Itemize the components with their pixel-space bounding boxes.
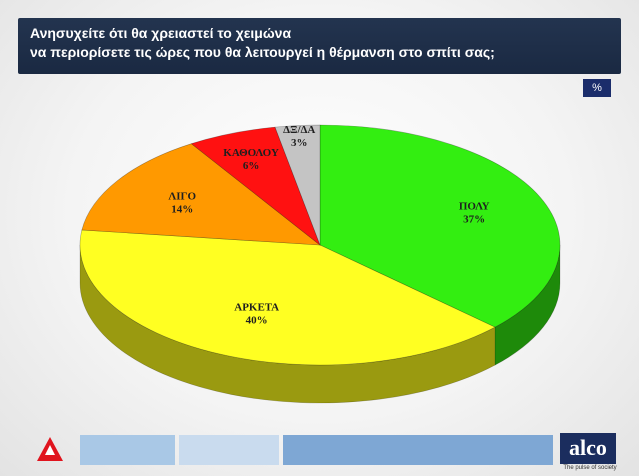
slice-value-1: 40% [246,314,268,326]
pie-slice-3 [190,126,321,246]
pie-slice-1 [79,229,496,366]
slice-label-0: ΠΟΛΥ [459,201,490,213]
slice-value-4: 3% [291,137,308,149]
alpha-news-logo-icon [37,437,63,461]
slice-label-3: ΚΑΘΟΛΟΥ [223,147,279,159]
pie-slice-0 [319,124,561,328]
unit-badge: % [583,79,611,97]
pie-slice-4 [274,124,321,246]
footer-strip-1 [80,435,175,465]
slice-value-0: 37% [463,214,485,226]
slice-value-2: 14% [171,203,193,215]
footer-strip-3 [283,435,553,465]
pie-slice-2 [81,143,321,246]
chart-title-line-2: να περιορίσετε τις ώρες που θα λειτουργε… [30,44,495,60]
chart-title-line-1: Ανησυχείτε ότι θα χρειαστεί το χειμώνα [30,25,292,41]
slice-label-4: ΔΞ/ΔΑ [283,124,315,136]
slice-label-1: ΑΡΚΕΤΑ [234,301,279,313]
footer-strip-2 [179,435,279,465]
slice-value-3: 6% [243,160,260,172]
slice-label-2: ΛΙΓΟ [168,190,196,202]
title-bar: Ανησυχείτε ότι θα χρειαστεί το χειμώνα ν… [18,18,621,74]
alco-tagline: The pulse of society [563,465,617,471]
alco-logo: alco [560,433,616,464]
pie-side-1 [79,244,496,404]
